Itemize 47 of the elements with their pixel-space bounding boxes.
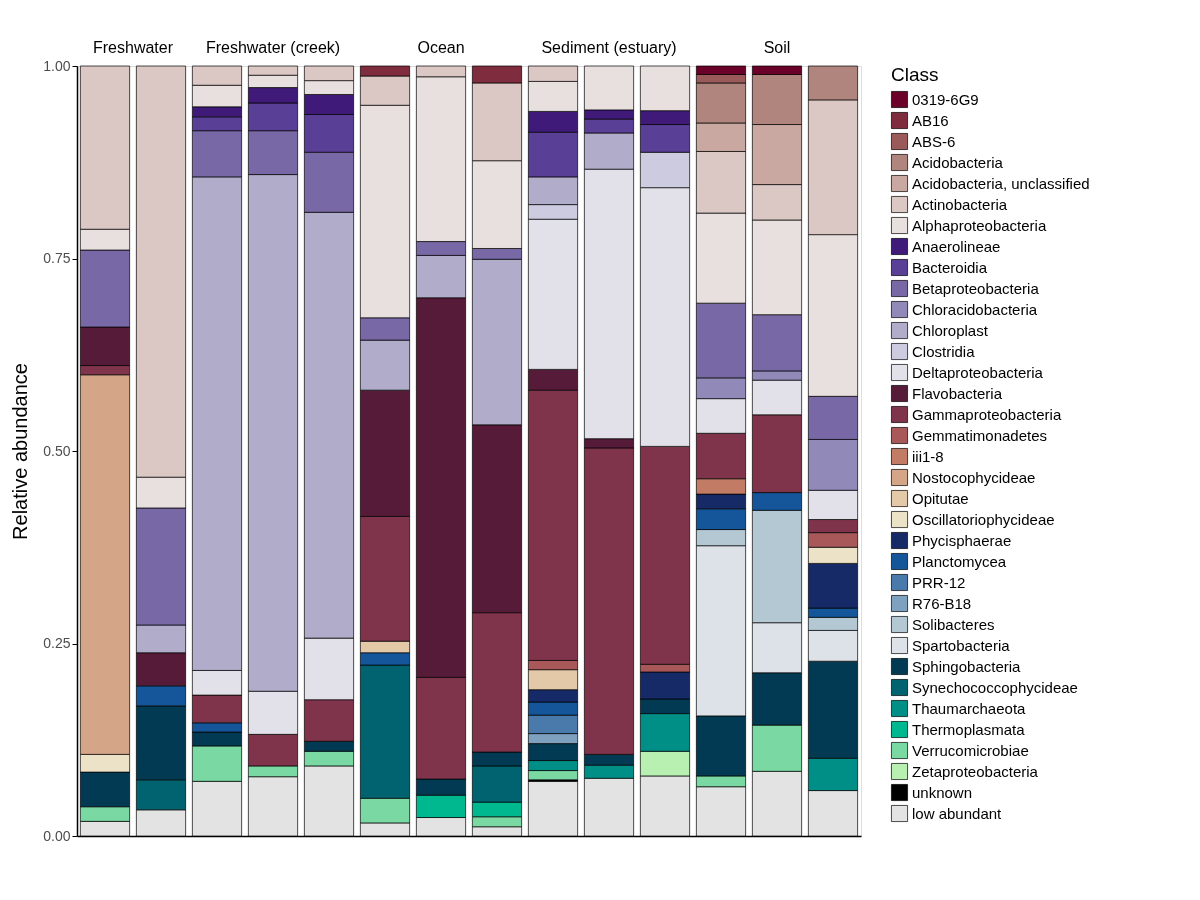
legend-label: Acidobacteria <box>912 153 1004 171</box>
legend-label: Oscillatoriophycideae <box>912 510 1055 528</box>
legend-label: Thermoplasmata <box>912 720 1026 738</box>
y-tick-label: 0.25 <box>43 635 71 651</box>
y-axis-title: Relative abundance <box>9 363 32 540</box>
legend-label: iii1-8 <box>912 447 944 465</box>
legend-label: Solibacteres <box>912 615 995 633</box>
legend-label: Chloroplast <box>912 321 989 339</box>
legend-label: Chloracidobacteria <box>912 300 1038 318</box>
legend-label: ABS-6 <box>912 132 956 150</box>
legend-label: Synechococcophycideae <box>912 678 1078 696</box>
text: Freshwater <box>92 39 174 56</box>
legend-label: PRR-12 <box>912 573 966 591</box>
text: Freshwater (creek) <box>205 39 341 56</box>
legend-label: Actinobacteria <box>912 195 1008 213</box>
legend-label: Anaerolineae <box>912 237 1001 255</box>
legend-label: Deltaproteobacteria <box>912 363 1044 381</box>
legend-label: low abundant <box>912 804 1003 822</box>
legend-label: Sphingobacteria <box>912 657 1022 675</box>
legend-label: Thaumarchaeota <box>912 699 1027 717</box>
legend-label: unknown <box>912 783 973 801</box>
legend-label: Gammaproteobacteria <box>912 405 1062 423</box>
legend-label: Opitutae <box>912 489 969 507</box>
legend-label: Planctomycea <box>912 552 1007 570</box>
legend-label: R76-B18 <box>912 594 972 612</box>
legend-label: Zetaproteobacteria <box>912 762 1039 780</box>
legend-label: Flavobacteria <box>912 384 1003 402</box>
legend-label: Clostridia <box>912 342 976 360</box>
y-tick-label: 0.50 <box>43 442 71 459</box>
text: Ocean <box>417 39 465 56</box>
legend-label: Acidobacteria, unclassified <box>912 174 1090 192</box>
y-tick-label: 1.00 <box>43 57 71 74</box>
text: Sediment (estuary) <box>541 39 677 56</box>
legend-label: AB16 <box>912 111 949 129</box>
text: Soil <box>763 39 791 56</box>
y-tick-label: 0.00 <box>43 827 71 844</box>
y-tick-label: 0.75 <box>43 250 71 266</box>
legend-label: Phycisphaerae <box>912 531 1012 549</box>
legend-label: Alphaproteobacteria <box>912 216 1047 234</box>
legend-label: 0319-6G9 <box>912 90 979 108</box>
legend-label: Betaproteobacteria <box>912 279 1040 297</box>
legend-title: Class <box>891 64 939 85</box>
legend-label: Bacteroidia <box>912 258 988 276</box>
legend-label: Verrucomicrobiae <box>912 741 1029 759</box>
legend-label: Nostocophycideae <box>912 468 1036 486</box>
legend-label: Gemmatimonadetes <box>912 426 1048 444</box>
legend-label: Spartobacteria <box>912 636 1011 654</box>
